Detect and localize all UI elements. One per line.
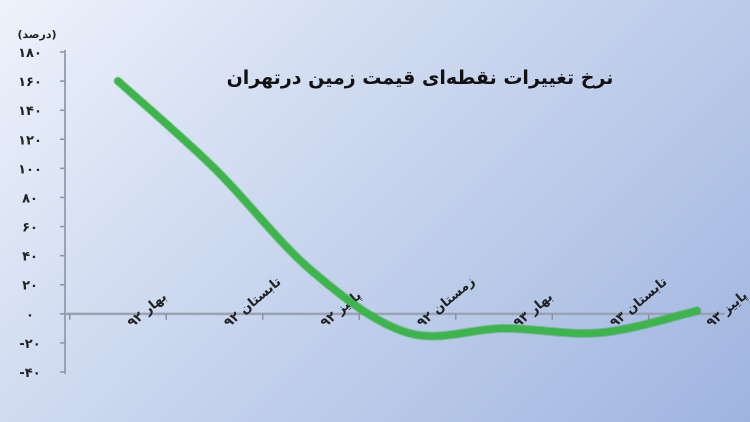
y-tick-label: ۱۲۰ [18, 133, 42, 148]
series-line-shadow [113, 76, 702, 341]
y-tick-label: ۱۴۰ [18, 104, 42, 119]
x-category-label: بهار ۹۲ [125, 290, 170, 331]
y-tick-label: ۴۰ [22, 250, 38, 265]
data-point [114, 77, 122, 85]
data-point [211, 164, 218, 172]
data-point [307, 266, 315, 274]
series-line [114, 77, 701, 340]
data-point [404, 329, 411, 337]
data-point [597, 329, 604, 337]
chart-title: نرخ تغییرات نقطه‌ای قیمت زمین درتهران [227, 67, 614, 89]
x-category-label: زمستان ۹۲ [414, 274, 478, 331]
data-point [693, 307, 701, 315]
x-category-label: تابستان ۹۲ [221, 275, 284, 331]
y-tick-label: ۰ [26, 308, 34, 323]
y-tick-label: ۱۶۰ [18, 75, 42, 90]
y-tick-label: -۴۰ [19, 366, 40, 381]
y-tick-label: -۲۰ [19, 337, 40, 352]
x-category-label: پاییز ۹۳ [704, 288, 750, 331]
y-tick-label: ۸۰ [22, 191, 38, 206]
y-tick-label: ۶۰ [22, 221, 38, 236]
y-tick-label: ۱۰۰ [18, 162, 42, 177]
unit-label: (درصد) [17, 28, 56, 41]
data-point [500, 324, 508, 332]
y-tick-label: ۱۸۰ [18, 46, 42, 61]
y-tick-label: ۲۰ [22, 279, 38, 294]
